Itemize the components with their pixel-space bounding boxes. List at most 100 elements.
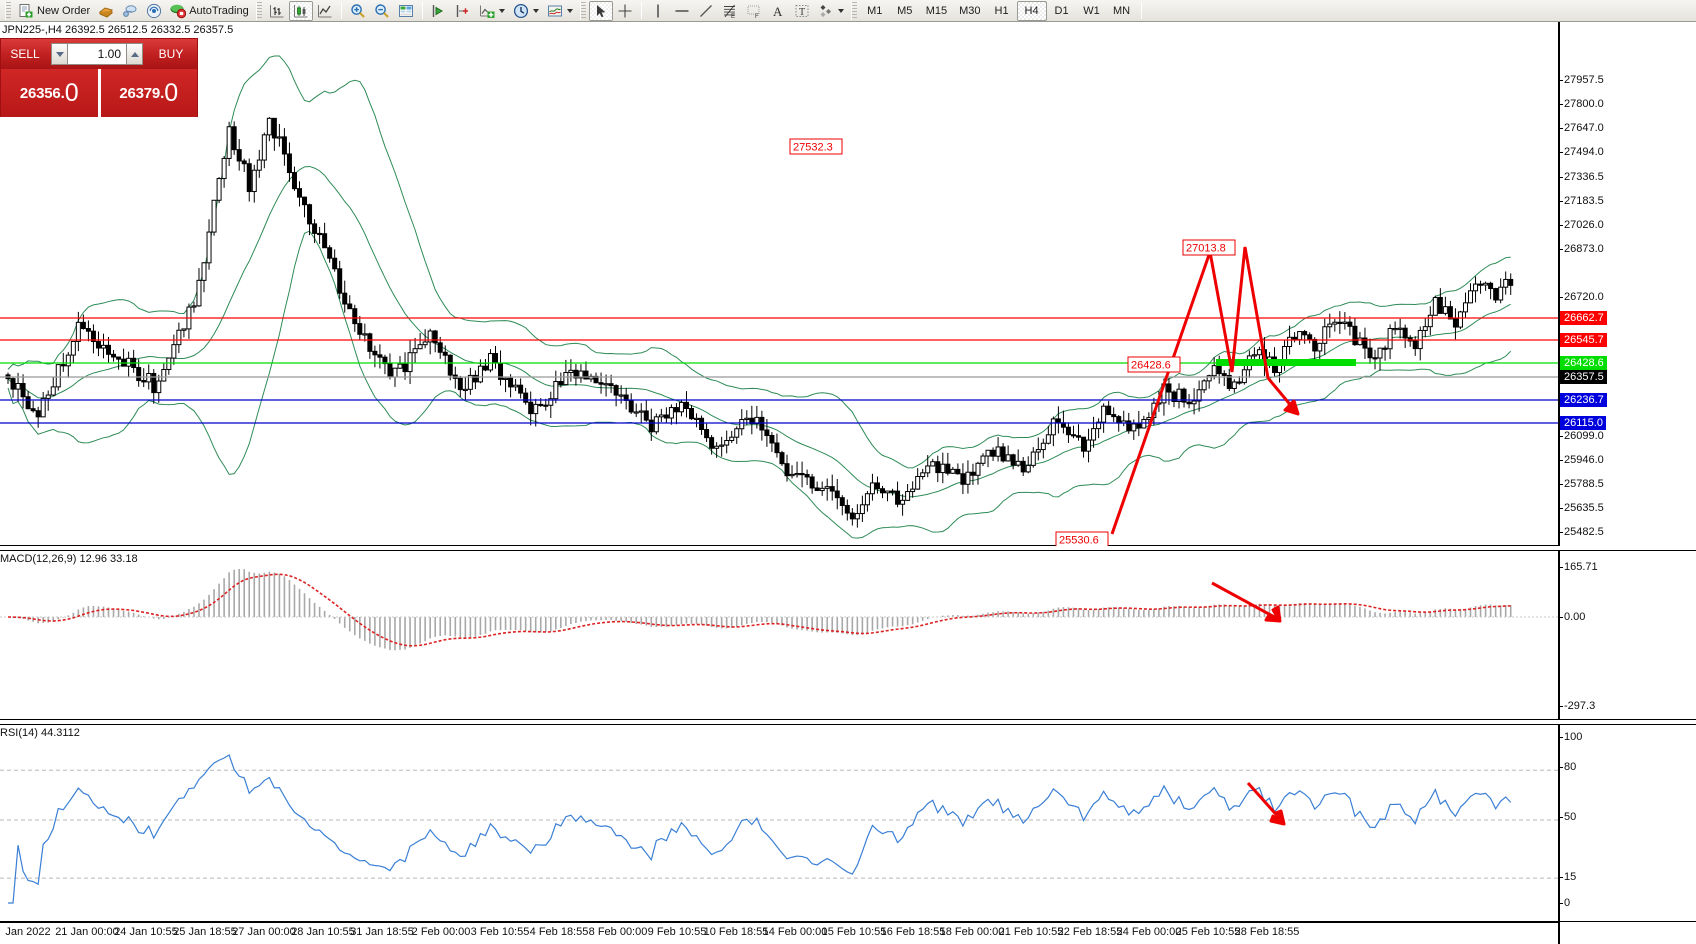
macd-pane[interactable]: MACD(12,26,9) 12.96 33.18 [0, 550, 1558, 720]
sell-price-integer: 26356 [19, 84, 61, 102]
timeframe-m30[interactable]: M30 [959, 4, 981, 17]
sell-price-cell[interactable]: 26356 . 0 [1, 69, 98, 117]
volume-input[interactable]: 1.00 [68, 43, 126, 65]
templates-button[interactable] [543, 1, 577, 21]
price-tick: 25946.0 [1559, 454, 1604, 466]
period-button[interactable] [509, 1, 543, 21]
signals-button[interactable] [142, 1, 166, 21]
price-level-label-level-blue-1[interactable]: 26236.7 [1560, 393, 1607, 407]
one-click-trading-panel[interactable]: SELL 1.00 BUY 26356 . 0 [0, 38, 198, 117]
rsi-chart-svg [0, 754, 1558, 904]
swing-high-label-2: 27013.8 [1182, 239, 1236, 256]
one-click-quotes-row: 26356 . 0 26379 . 0 [1, 69, 197, 117]
bar-chart-button[interactable] [265, 1, 289, 21]
price-level-label-resistance-2[interactable]: 26545.7 [1560, 333, 1607, 347]
one-click-top-row: SELL 1.00 BUY [1, 39, 197, 69]
timeframe-d1[interactable]: D1 [1054, 4, 1069, 17]
macd-arrow [1211, 581, 1279, 621]
vertical-line-button[interactable] [646, 1, 670, 21]
price-level-label-support-green[interactable]: 26428.6 [1560, 356, 1607, 370]
fibonacci-button[interactable]: E [718, 1, 742, 21]
buy-price-cell[interactable]: 26379 . 0 [97, 69, 197, 117]
timeframe-h1[interactable]: H1 [994, 4, 1009, 17]
zoom-in-button[interactable] [346, 1, 370, 21]
price-axis[interactable]: 27957.5 27800.0 27647.0 27494.0 27336.5 27183… [1558, 22, 1696, 546]
cursor-button[interactable] [588, 0, 613, 21]
price-tick: 26099.0 [1559, 430, 1604, 442]
buy-price-integer: 26379 [119, 84, 161, 102]
zoom-out-button[interactable] [370, 1, 394, 21]
text-label-icon: T [795, 4, 809, 18]
rsi-pane[interactable]: RSI(14) 44.3112 [0, 724, 1558, 922]
rsi-tick: 0 [1558, 897, 1571, 909]
sell-price-decimal: 0 [64, 78, 79, 107]
rsi-line [8, 754, 1512, 904]
text-button[interactable]: A [766, 1, 790, 21]
rsi-axis[interactable]: 100 80 50 15 0 [1558, 724, 1696, 922]
toolbar-grip-3[interactable] [579, 1, 586, 20]
volume-stepper[interactable]: 1.00 [49, 39, 145, 69]
crosshair-button[interactable] [613, 1, 637, 21]
timeframe-h4[interactable]: H4 [1016, 0, 1047, 21]
rsi-tick: 50 [1558, 811, 1577, 823]
buy-button[interactable]: BUY [145, 39, 197, 69]
chart-area[interactable]: JPN225-,H4 26392.5 26512.5 26332.5 26357… [0, 22, 1696, 944]
indicators-button[interactable] [475, 1, 509, 21]
toolbar-grip-4[interactable] [850, 1, 857, 20]
axis-corner [1558, 922, 1696, 944]
templates-icon [547, 5, 562, 16]
price-level-label-current-price[interactable]: 26357.5 [1560, 370, 1607, 384]
swing-high-label: 27532.3 [789, 138, 843, 155]
price-level-label-level-blue-2[interactable]: 26115.0 [1560, 416, 1606, 430]
time-tick: 28 Jan 10:55 [291, 926, 355, 938]
timeframe-m15[interactable]: M15 [925, 4, 948, 17]
zoom-in-icon [351, 3, 365, 18]
rsi-tick: 100 [1558, 731, 1583, 743]
autotrading-button[interactable]: AutoTrading [166, 1, 253, 21]
price-level-label-resistance-1[interactable]: 26662.7 [1560, 311, 1607, 325]
line-chart-button[interactable] [313, 1, 337, 21]
time-axis[interactable]: Jan 2022 21 Jan 00:00 24 Jan 10:55 25 Jan 1… [0, 922, 1696, 944]
vertical-line-icon [657, 4, 659, 17]
symbol-ohlc-label: JPN225-,H4 26392.5 26512.5 26332.5 26357… [2, 24, 234, 36]
macd-axis[interactable]: 165.71 0.00 -297.3 [1558, 550, 1696, 720]
data-window-button[interactable] [394, 1, 418, 21]
autotrading-label: AutoTrading [189, 4, 249, 17]
chart-shift-button[interactable] [451, 1, 475, 21]
timeframe-m1[interactable]: M1 [867, 4, 883, 17]
toolbar-grip-2[interactable] [255, 1, 262, 20]
text-label-button[interactable]: T [790, 1, 814, 21]
price-tick: 26873.0 [1559, 243, 1604, 255]
buy-price-decimal: 0 [164, 78, 179, 107]
price-pane[interactable]: 27532.3 27013.8 26428.6 25530.6 [0, 22, 1558, 546]
new-order-button[interactable]: New Order [14, 1, 94, 21]
auto-scroll-button[interactable] [427, 1, 451, 21]
price-tick: 27957.5 [1559, 74, 1604, 86]
sell-button[interactable]: SELL [1, 39, 49, 69]
data-center-button[interactable] [118, 1, 142, 21]
timeframe-mn[interactable]: MN [1112, 4, 1131, 17]
equidistant-channel-button[interactable]: F [742, 1, 766, 21]
volume-decrease-button[interactable] [51, 43, 68, 65]
shapes-caret-icon[interactable] [837, 8, 844, 13]
shapes-button[interactable] [814, 1, 848, 21]
expert-advisors-button[interactable] [94, 1, 118, 21]
period-caret-icon[interactable] [532, 8, 539, 13]
horizontal-line-button[interactable] [670, 1, 694, 21]
candlestick-chart-button[interactable] [288, 0, 313, 21]
price-tick: 27183.5 [1559, 195, 1604, 207]
crosshair-icon [618, 4, 632, 17]
templates-caret-icon[interactable] [566, 8, 573, 13]
swing-low-label: 25530.6 [1055, 531, 1109, 546]
timeframe-m5[interactable]: M5 [897, 4, 913, 17]
time-tick: 31 Jan 18:55 [350, 926, 414, 938]
timeframe-w1[interactable]: W1 [1083, 4, 1100, 17]
trendline-button[interactable] [694, 1, 718, 21]
toolbar-grip[interactable] [5, 1, 11, 20]
zigzag-forecast-line [1110, 246, 1300, 535]
text-icon: A [773, 4, 783, 19]
volume-increase-button[interactable] [126, 43, 143, 65]
indicators-caret-icon[interactable] [498, 8, 505, 13]
time-tick: 25 Feb 10:55 [1175, 926, 1241, 938]
